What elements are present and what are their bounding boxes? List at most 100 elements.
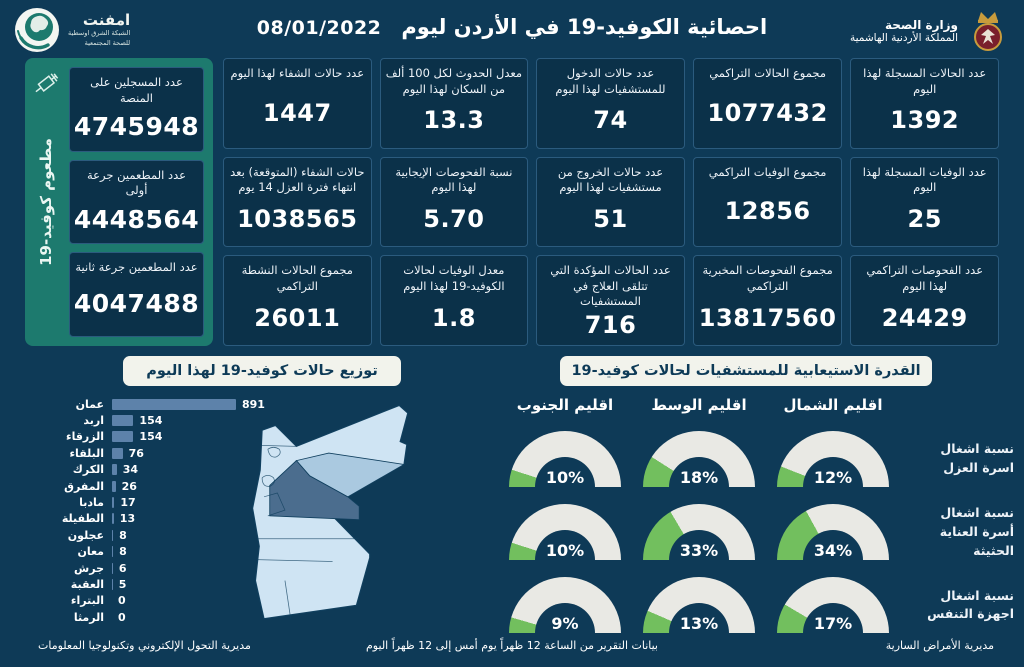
header: امفنت الشبكة الشرق اوسطية للصحة المجتمعي… bbox=[0, 0, 1024, 58]
stat-label: عدد الحالات المسجلة لهذا اليوم bbox=[863, 66, 987, 96]
bar-value-label: 76 bbox=[128, 446, 144, 460]
stat-value: 13.3 bbox=[423, 106, 485, 135]
hospital-capacity-title: القدرة الاستيعابية للمستشفيات لحالات كوف… bbox=[560, 356, 932, 386]
stat-value: 1.8 bbox=[431, 303, 476, 332]
stat-value: 26011 bbox=[254, 303, 341, 332]
vaccine-panel: مطعوم كوفيد-19 عدد المسجلين على المنصة 47… bbox=[25, 58, 213, 346]
gauge-arc bbox=[643, 504, 755, 561]
page-title: احصائية الكوفيد-19 في الأردن ليوم bbox=[401, 15, 768, 39]
jordan-emblem-icon bbox=[974, 12, 1002, 51]
bar-value-label: 0 bbox=[118, 594, 126, 608]
cases-distribution-title: توزيع حالات كوفيد-19 لهذا اليوم bbox=[123, 356, 401, 386]
bar-row: الطفيلة 13 bbox=[38, 511, 478, 527]
bar-row: المفرق 26 bbox=[38, 478, 478, 494]
cases-distribution-panel: توزيع حالات كوفيد-19 لهذا اليوم عمان 891 ا… bbox=[0, 350, 478, 640]
bar-value-label: 6 bbox=[118, 561, 127, 575]
bar bbox=[112, 480, 116, 492]
vaccine-value: 4745948 bbox=[73, 111, 200, 141]
gauge-value: 13% bbox=[679, 614, 719, 634]
stat-label: نسبة الفحوصات الإيجابية لهذا اليوم bbox=[395, 164, 513, 195]
stat-label: عدد الحالات المؤكدة التي تتلقى العلاج في… bbox=[550, 263, 671, 309]
bar-value-label: 17 bbox=[120, 496, 136, 510]
stat-value: 13817560 bbox=[698, 303, 837, 332]
bar-row: مادبا 17 bbox=[38, 494, 478, 510]
gauge: 34% bbox=[777, 504, 889, 561]
gauge: 17% bbox=[777, 577, 889, 634]
gauge-value: 10% bbox=[545, 541, 585, 561]
globe-icon bbox=[15, 8, 59, 52]
gauge-grid: اقليم الجنوب اقليم الوسط اقليم الشمال 10% 18… bbox=[504, 396, 1014, 634]
bar bbox=[112, 398, 236, 410]
stat-card: معدل الوفيات لحالات الكوفيد-19 لهذا اليو… bbox=[379, 255, 529, 347]
bar-category-label: المفرق bbox=[64, 479, 104, 493]
stat-value: 5.70 bbox=[423, 205, 485, 234]
bar-category-label: جرش bbox=[74, 561, 104, 575]
bar bbox=[112, 513, 114, 525]
stats-section: مطعوم كوفيد-19 عدد المسجلين على المنصة 47… bbox=[25, 58, 999, 347]
gauge: 12% bbox=[777, 431, 889, 487]
stat-column: عدد الحالات المسجلة لهذا اليوم 1392 عدد ال… bbox=[850, 58, 999, 347]
stat-label: عدد حالات الخروج من مستشفيات لهذا اليوم bbox=[557, 164, 664, 195]
bar bbox=[112, 415, 134, 427]
bar-value-label: 13 bbox=[119, 512, 136, 526]
emphnet-logo: امفنت الشبكة الشرق اوسطية للصحة المجتمعي… bbox=[14, 7, 130, 53]
bar-row: اربد 154 bbox=[38, 412, 478, 428]
bar-row: العقبة 5 bbox=[38, 576, 478, 592]
stat-label: مجموع الفحوصات المخبرية التراكمي bbox=[702, 263, 833, 293]
gauge-value: 17% bbox=[813, 614, 853, 634]
hospital-capacity-panel: القدرة الاستيعابية للمستشفيات لحالات كوف… bbox=[478, 350, 1024, 640]
moh-kingdom: المملكة الأردنية الهاشمية bbox=[849, 32, 958, 44]
stat-card: نسبة الفحوصات الإيجابية لهذا اليوم 5.70 bbox=[379, 156, 529, 248]
stat-card: عدد الفحوصات التراكمي لهذا اليوم 24429 bbox=[850, 255, 999, 347]
syringe-icon bbox=[35, 73, 59, 93]
bar-value-label: 154 bbox=[139, 430, 163, 444]
bar-category-label: عمان bbox=[75, 397, 104, 411]
cases-bar-chart: عمان 891 اربد 154 الزرقاء 154 البلقاء 76 الكرك 34… bbox=[38, 396, 478, 625]
bar-row: الزرقاء 154 bbox=[38, 429, 478, 445]
stat-value: 1447 bbox=[262, 98, 332, 127]
gauge-row-label: نسبة اشغال أسرة العناية الحثيثة bbox=[939, 505, 1014, 558]
stat-label: عدد حالات الدخول للمستشفيات لهذا اليوم bbox=[555, 66, 666, 96]
bar-category-label: البلقاء bbox=[69, 446, 104, 460]
bar-row: الرمثا 0 bbox=[38, 609, 478, 625]
stat-column: معدل الحدوث لكل 100 ألف من السكان لهذا ا… bbox=[379, 58, 529, 347]
gauge-value: 9% bbox=[551, 614, 579, 634]
bar bbox=[112, 578, 113, 590]
footer-diseases-directorate: مديرية الأمراض السارية bbox=[885, 639, 994, 652]
stat-card: عدد حالات الخروج من مستشفيات لهذا اليوم 5… bbox=[536, 156, 685, 248]
vaccine-card: عدد المطعمين جرعة أولى 4448564 bbox=[69, 159, 204, 245]
bar-category-label: الزرقاء bbox=[65, 430, 104, 444]
bar bbox=[112, 431, 134, 443]
bar-row: البتراء 0 bbox=[38, 593, 478, 609]
gauge-value: 10% bbox=[545, 468, 585, 487]
stat-value: 1392 bbox=[890, 106, 960, 135]
jordan-map bbox=[252, 404, 409, 620]
bar-category-label: الرمثا bbox=[73, 610, 104, 624]
vaccine-cards: عدد المسجلين على المنصة 4745948 عدد المطعم… bbox=[69, 67, 204, 338]
stat-card: مجموع الحالات النشطة التراكمي 26011 bbox=[222, 255, 372, 347]
vaccine-card: عدد المطعمين جرعة ثانية 4047488 bbox=[69, 252, 204, 338]
stat-value: 51 bbox=[593, 205, 628, 234]
map-region-amman bbox=[269, 460, 360, 521]
stat-label: مجموع الوفيات التراكمي bbox=[708, 164, 827, 179]
gauge: 33% bbox=[643, 504, 755, 561]
bar-category-label: الكرك bbox=[72, 463, 104, 477]
report-date: 08/01/2022 bbox=[256, 17, 382, 39]
gauge-value: 18% bbox=[679, 468, 719, 487]
stat-value: 1038565 bbox=[237, 205, 358, 234]
gauge-value: 12% bbox=[813, 468, 853, 487]
vaccine-card: عدد المسجلين على المنصة 4745948 bbox=[69, 67, 204, 152]
stat-card: مجموع الوفيات التراكمي 12856 bbox=[692, 156, 843, 248]
gauge: 10% bbox=[509, 431, 621, 487]
region-header: اقليم الشمال bbox=[783, 396, 883, 414]
bar-row: البلقاء 76 bbox=[38, 445, 478, 461]
moh-name: وزارة الصحة bbox=[884, 18, 958, 32]
bar bbox=[112, 546, 114, 558]
footer-report-note: بيانات التقرير من الساعة 12 ظهراً يوم أم… bbox=[366, 639, 658, 652]
footer-it-directorate: مديرية التحول الإلكتروني وتكنولوجيا المع… bbox=[38, 639, 251, 652]
stat-value: 25 bbox=[907, 205, 942, 234]
emphnet-subtitle-2: للصحة المجتمعية bbox=[84, 39, 131, 47]
stat-label: مجموع الحالات التراكمي bbox=[709, 66, 826, 80]
stat-column: عدد حالات الدخول للمستشفيات لهذا اليوم 74… bbox=[536, 58, 685, 347]
